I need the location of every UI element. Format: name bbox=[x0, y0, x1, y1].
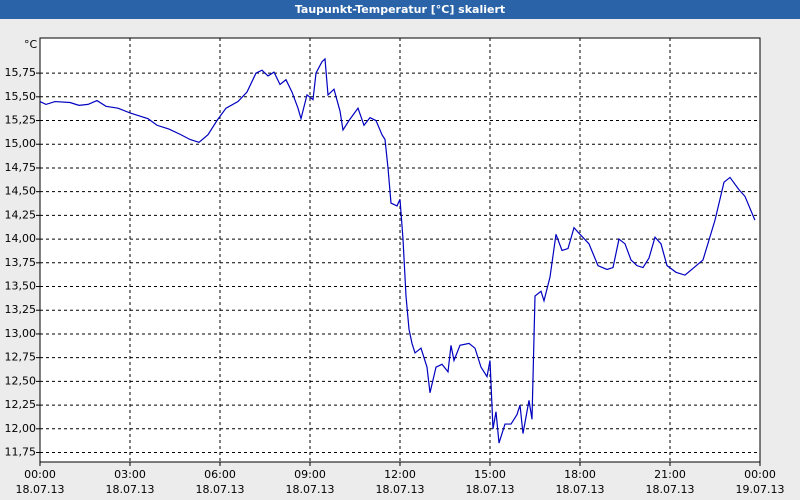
y-tick-label: 15,75 bbox=[5, 66, 37, 79]
x-tick-label: 00:00 bbox=[24, 468, 56, 481]
y-tick-label: 12,50 bbox=[5, 374, 37, 387]
x-tick-label: 09:00 bbox=[294, 468, 326, 481]
x-tick-date: 18.07.13 bbox=[376, 483, 425, 496]
chart-title: Taupunkt-Temperatur [°C] skaliert bbox=[295, 3, 505, 16]
x-tick-date: 18.07.13 bbox=[556, 483, 605, 496]
y-tick-label: 13,25 bbox=[5, 303, 37, 316]
y-tick-label: 13,50 bbox=[5, 280, 37, 293]
y-tick-label: 14,75 bbox=[5, 161, 37, 174]
x-tick-label: 15:00 bbox=[474, 468, 506, 481]
x-tick-date: 18.07.13 bbox=[106, 483, 155, 496]
x-tick-label: 03:00 bbox=[114, 468, 146, 481]
x-tick-date: 18.07.13 bbox=[196, 483, 245, 496]
y-tick-label: 13,00 bbox=[5, 327, 37, 340]
x-tick-date: 18.07.13 bbox=[286, 483, 335, 496]
y-tick-label: 11,75 bbox=[5, 446, 37, 459]
y-tick-label: 13,75 bbox=[5, 256, 37, 269]
y-tick-label: 15,50 bbox=[5, 90, 37, 103]
y-tick-label: 15,25 bbox=[5, 114, 37, 127]
y-unit: °C bbox=[24, 38, 38, 51]
x-tick-date: 18.07.13 bbox=[646, 483, 695, 496]
x-tick-date: 18.07.13 bbox=[466, 483, 515, 496]
y-tick-label: 14,25 bbox=[5, 208, 37, 221]
x-tick-label: 18:00 bbox=[564, 468, 596, 481]
x-tick-label: 06:00 bbox=[204, 468, 236, 481]
y-tick-label: 15,00 bbox=[5, 137, 37, 150]
y-tick-label: 14,50 bbox=[5, 185, 37, 198]
y-tick-label: 14,00 bbox=[5, 232, 37, 245]
x-tick-date: 19.07.13 bbox=[736, 483, 785, 496]
y-tick-label: 12,25 bbox=[5, 398, 37, 411]
x-tick-label: 21:00 bbox=[654, 468, 686, 481]
title-bar bbox=[0, 0, 800, 19]
x-tick-label: 12:00 bbox=[384, 468, 416, 481]
y-tick-label: 12,00 bbox=[5, 422, 37, 435]
data-line bbox=[39, 57, 756, 444]
y-tick-label: 12,75 bbox=[5, 351, 37, 364]
x-tick-label: 00:00 bbox=[744, 468, 776, 481]
x-tick-date: 18.07.13 bbox=[16, 483, 65, 496]
